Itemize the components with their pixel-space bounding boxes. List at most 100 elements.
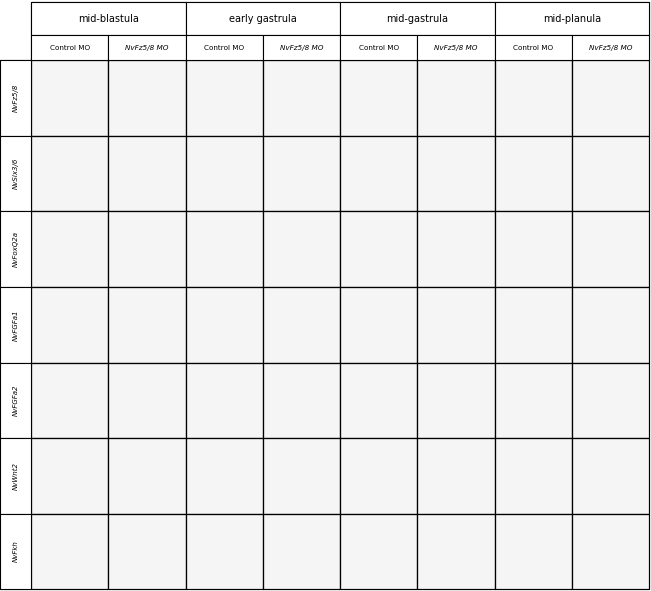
Text: X: X <box>499 215 505 225</box>
Ellipse shape <box>117 148 148 200</box>
Text: NvWnt2: NvWnt2 <box>12 462 19 490</box>
Ellipse shape <box>500 224 566 274</box>
Circle shape <box>135 548 142 555</box>
Ellipse shape <box>46 299 60 350</box>
Text: NvSix3/6: NvSix3/6 <box>12 158 19 189</box>
Ellipse shape <box>272 73 331 124</box>
Ellipse shape <box>346 148 399 199</box>
Text: NvFGFa2: NvFGFa2 <box>12 385 19 416</box>
Ellipse shape <box>347 222 410 277</box>
Ellipse shape <box>517 541 533 561</box>
Ellipse shape <box>430 294 482 356</box>
Ellipse shape <box>585 519 635 583</box>
Ellipse shape <box>217 389 232 404</box>
Text: early gastrula: early gastrula <box>229 14 297 24</box>
Ellipse shape <box>585 217 635 281</box>
Ellipse shape <box>518 392 531 408</box>
Ellipse shape <box>585 142 635 205</box>
Ellipse shape <box>294 238 309 253</box>
Text: NvFz5/8: NvFz5/8 <box>12 84 19 112</box>
Ellipse shape <box>347 297 410 352</box>
Ellipse shape <box>430 67 482 129</box>
Ellipse shape <box>508 87 525 109</box>
Text: NvFz5/8 MO: NvFz5/8 MO <box>280 45 324 51</box>
Text: mid-planula: mid-planula <box>543 14 601 24</box>
Ellipse shape <box>132 316 150 337</box>
Ellipse shape <box>441 466 459 488</box>
Circle shape <box>447 539 458 549</box>
Ellipse shape <box>428 145 470 202</box>
Text: Control MO: Control MO <box>359 45 399 51</box>
Text: D: D <box>35 291 42 300</box>
Ellipse shape <box>41 447 99 505</box>
Ellipse shape <box>500 73 566 124</box>
Ellipse shape <box>500 451 566 501</box>
Circle shape <box>211 551 219 559</box>
Text: E: E <box>35 366 40 375</box>
Ellipse shape <box>41 522 99 580</box>
Ellipse shape <box>500 300 566 350</box>
Ellipse shape <box>382 225 410 274</box>
Text: NvFGFa2: NvFGFa2 <box>12 385 19 416</box>
Ellipse shape <box>502 151 548 196</box>
Ellipse shape <box>430 369 482 431</box>
Circle shape <box>365 551 374 559</box>
Ellipse shape <box>270 146 333 201</box>
Text: K: K <box>189 291 195 300</box>
Ellipse shape <box>140 314 154 329</box>
Text: F: F <box>35 442 40 451</box>
Text: NvFkh: NvFkh <box>12 541 19 563</box>
Text: mid-blastula: mid-blastula <box>78 14 139 24</box>
Ellipse shape <box>41 220 99 278</box>
Ellipse shape <box>500 78 533 118</box>
Ellipse shape <box>49 299 73 350</box>
Ellipse shape <box>47 299 64 350</box>
Ellipse shape <box>346 450 399 501</box>
Ellipse shape <box>41 296 99 353</box>
Ellipse shape <box>210 391 228 413</box>
Ellipse shape <box>118 145 176 203</box>
Text: BB: BB <box>499 518 510 527</box>
Ellipse shape <box>210 240 228 261</box>
Ellipse shape <box>585 369 635 432</box>
Ellipse shape <box>42 148 86 200</box>
Text: N: N <box>189 518 196 527</box>
Ellipse shape <box>193 449 256 504</box>
Ellipse shape <box>500 526 566 577</box>
Text: NvFkh: NvFkh <box>12 541 19 563</box>
Text: R: R <box>344 291 350 300</box>
Text: T: T <box>344 442 350 451</box>
Text: C: C <box>35 215 41 225</box>
Circle shape <box>455 544 464 552</box>
Ellipse shape <box>269 375 318 426</box>
Ellipse shape <box>42 374 83 426</box>
Text: Control MO: Control MO <box>49 45 90 51</box>
Ellipse shape <box>430 218 482 280</box>
Circle shape <box>366 544 373 551</box>
Circle shape <box>371 548 376 554</box>
Text: Q: Q <box>344 215 351 225</box>
Text: B: B <box>35 140 41 149</box>
Circle shape <box>216 548 222 554</box>
Text: NvFGFa1: NvFGFa1 <box>12 309 19 340</box>
Ellipse shape <box>118 522 176 580</box>
Ellipse shape <box>500 229 527 269</box>
Ellipse shape <box>347 373 410 428</box>
Text: Control MO: Control MO <box>204 45 244 51</box>
Ellipse shape <box>121 450 173 502</box>
Text: W: W <box>499 140 507 149</box>
Ellipse shape <box>432 372 480 429</box>
Text: Y: Y <box>499 291 504 300</box>
Text: NvFz5/8 MO: NvFz5/8 MO <box>434 45 478 51</box>
Ellipse shape <box>294 163 309 177</box>
Ellipse shape <box>594 547 601 557</box>
Text: NvFz5/8 MO: NvFz5/8 MO <box>589 45 632 51</box>
Text: G: G <box>35 518 42 527</box>
Ellipse shape <box>48 299 68 350</box>
Text: U: U <box>344 518 350 527</box>
Ellipse shape <box>287 240 305 261</box>
Ellipse shape <box>54 299 86 350</box>
Ellipse shape <box>193 71 256 125</box>
Text: mid-planula: mid-planula <box>543 14 601 24</box>
Ellipse shape <box>193 524 256 579</box>
